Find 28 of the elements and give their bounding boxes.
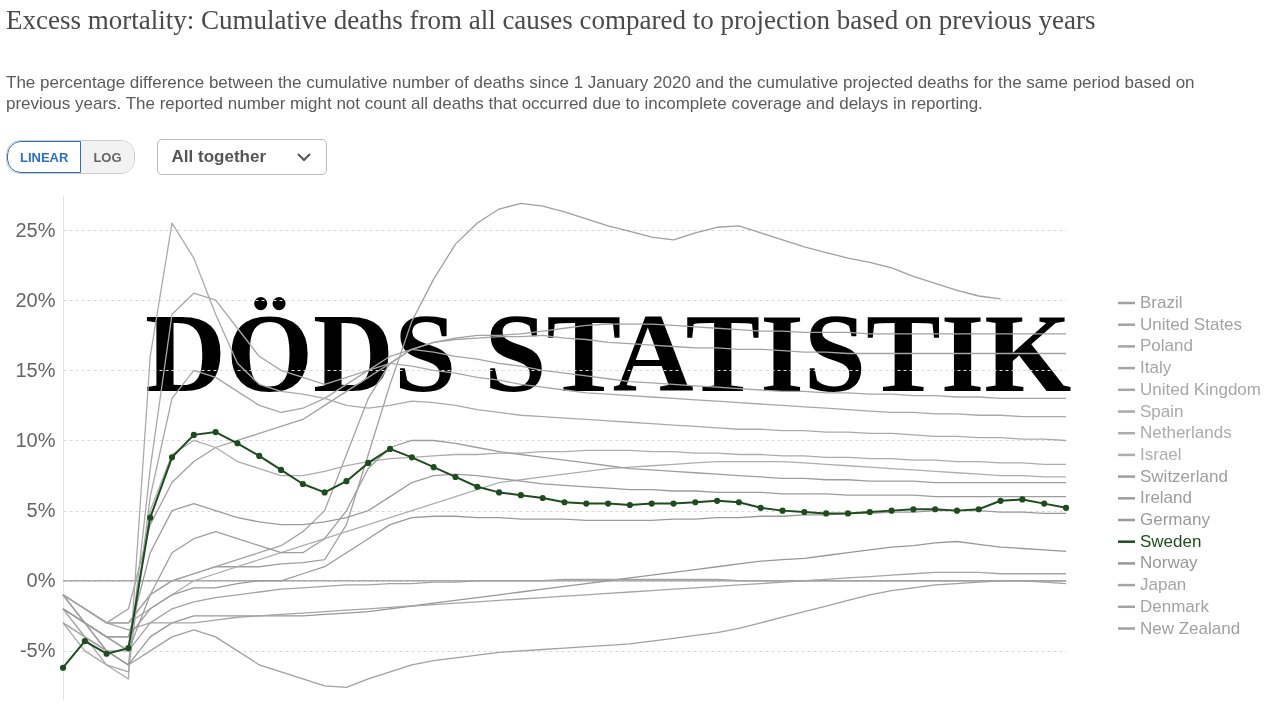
- y-tick-label: 25%: [15, 218, 56, 241]
- legend-label: Sweden: [1140, 531, 1202, 551]
- dropdown: All together: [156, 139, 327, 175]
- legend-label: United States: [1140, 314, 1243, 334]
- legend-label: Italy: [1140, 358, 1172, 378]
- y-tick-label: 10%: [15, 428, 56, 451]
- legend-label: Brazil: [1140, 293, 1183, 312]
- legend-label: Ireland: [1140, 488, 1192, 508]
- legend-label: Denmark: [1140, 596, 1210, 616]
- legend-label: Japan: [1140, 575, 1187, 595]
- legend-label: United Kingdom: [1140, 379, 1261, 399]
- chart-subtitle: The percentage difference between the cumulative number of deaths since 1 January 2020 and the cumulative projected deaths for the same period based on previous years. The reported number might not count all deaths that occurred due to incomplete coverage and delays in reporting.: [6, 72, 1196, 114]
- legend-label: Norway: [1140, 553, 1199, 573]
- scale-toggle: LINEAR LOG: [6, 140, 135, 174]
- y-tick-label: 20%: [15, 288, 56, 311]
- legend-label: Israel: [1140, 444, 1182, 464]
- legend-label: Switzerland: [1140, 466, 1228, 486]
- legend-label: Netherlands: [1140, 423, 1232, 443]
- legend-label: Poland: [1140, 336, 1193, 356]
- y-tick-label: -5%: [19, 639, 56, 662]
- annotation: DÖDS STATISTIK: [145, 290, 1072, 416]
- y-tick-label: 5%: [26, 499, 56, 522]
- chart-title: Excess mortality: Cumulative deaths from all causes compared to projection based on previous years: [6, 5, 1097, 35]
- legend-label: Spain: [1140, 401, 1184, 421]
- legend-label: Germany: [1140, 510, 1211, 529]
- legend-label: New Zealand: [1140, 618, 1241, 638]
- y-tick-label: 15%: [15, 358, 56, 381]
- y-tick-label: 0%: [26, 569, 56, 592]
